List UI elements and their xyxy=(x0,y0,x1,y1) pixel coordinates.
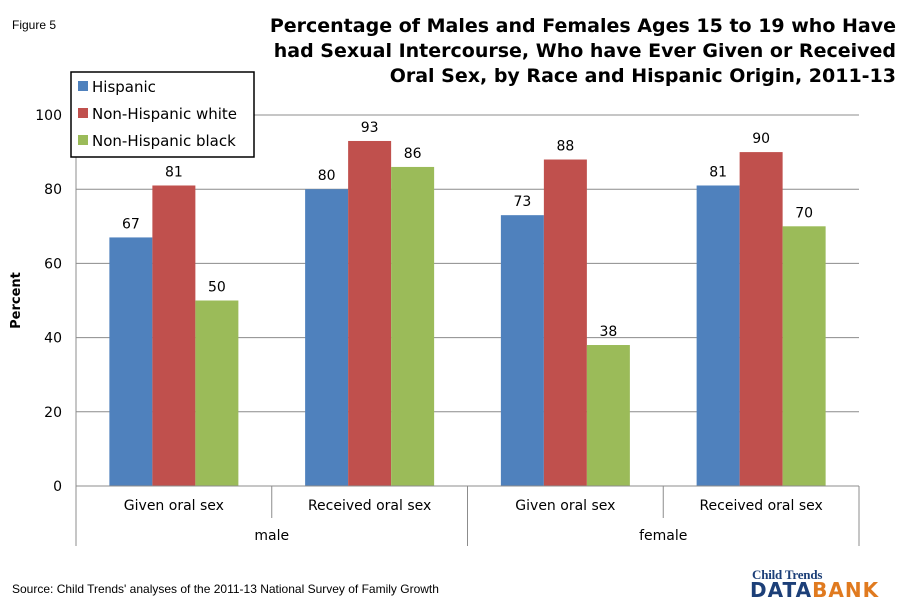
chart-title-line: had Sexual Intercourse, Who have Ever Gi… xyxy=(273,40,896,62)
data-label: 50 xyxy=(208,280,226,296)
data-label: 81 xyxy=(165,164,183,180)
bar xyxy=(391,166,435,486)
y-tick-label: 80 xyxy=(44,182,62,198)
data-label: 67 xyxy=(122,216,140,232)
bar xyxy=(500,215,544,487)
bar xyxy=(739,152,783,486)
x-tick-label: Given oral sex xyxy=(515,498,615,514)
data-label: 86 xyxy=(404,146,422,162)
bar xyxy=(109,237,153,486)
chart-title: Percentage of Males and Females Ages 15 … xyxy=(188,14,896,89)
bar xyxy=(305,189,349,486)
bar xyxy=(195,300,239,486)
chart-title-line: Percentage of Males and Females Ages 15 … xyxy=(269,15,896,37)
bar xyxy=(348,140,392,486)
y-tick-label: 60 xyxy=(44,256,62,272)
y-axis-title: Percent xyxy=(9,272,24,329)
chart-title-line: Oral Sex, by Race and Hispanic Origin, 2… xyxy=(389,65,896,87)
data-label: 38 xyxy=(599,324,617,340)
x-tick-label: Received oral sex xyxy=(308,498,431,514)
bar xyxy=(782,226,826,487)
data-labels: 67 81 50 80 93 86 73 88 38 81 90 70 xyxy=(122,120,813,340)
y-tick-label: 0 xyxy=(53,479,62,495)
legend-swatch xyxy=(78,81,88,91)
data-label: 73 xyxy=(513,194,531,210)
legend-label: Non-Hispanic black xyxy=(92,132,236,150)
bar xyxy=(696,185,740,487)
group-label: male xyxy=(254,528,289,544)
legend-swatch xyxy=(78,135,88,145)
legend-box xyxy=(70,71,255,158)
y-tick-label: 100 xyxy=(35,108,62,124)
data-label: 81 xyxy=(709,164,727,180)
databank-logo: Child Trends DATABANK xyxy=(750,567,879,605)
legend: Hispanic Non-Hispanic white Non-Hispanic b… xyxy=(70,71,255,158)
data-label: 70 xyxy=(795,205,813,221)
bar xyxy=(543,159,587,486)
y-tick-label: 20 xyxy=(44,405,62,421)
logo-bank: BANK xyxy=(812,578,880,602)
group-label: female xyxy=(639,528,687,544)
y-tick-label: 40 xyxy=(44,331,62,347)
data-label: 80 xyxy=(318,168,336,184)
logo-data: DATA xyxy=(750,578,813,602)
data-label: 90 xyxy=(752,131,770,147)
x-tick-label: Received oral sex xyxy=(699,498,822,514)
logo-child-trends: Child Trends xyxy=(752,567,823,582)
data-label: 93 xyxy=(361,120,379,136)
legend-label: Hispanic xyxy=(92,78,156,96)
bar xyxy=(586,345,630,486)
bar xyxy=(152,185,196,487)
figure-label: Figure 5 xyxy=(12,18,57,32)
x-tick-label: Given oral sex xyxy=(124,498,224,514)
legend-swatch xyxy=(78,108,88,118)
data-label: 88 xyxy=(556,139,574,155)
logo-databank: DATABANK xyxy=(750,578,879,602)
axes: 0 20 40 60 80 100 Percent Given oral sex Receive… xyxy=(9,108,860,546)
bars xyxy=(109,140,826,487)
legend-label: Non-Hispanic white xyxy=(92,105,237,123)
source-note: Source: Child Trends' analyses of the 20… xyxy=(12,582,439,596)
